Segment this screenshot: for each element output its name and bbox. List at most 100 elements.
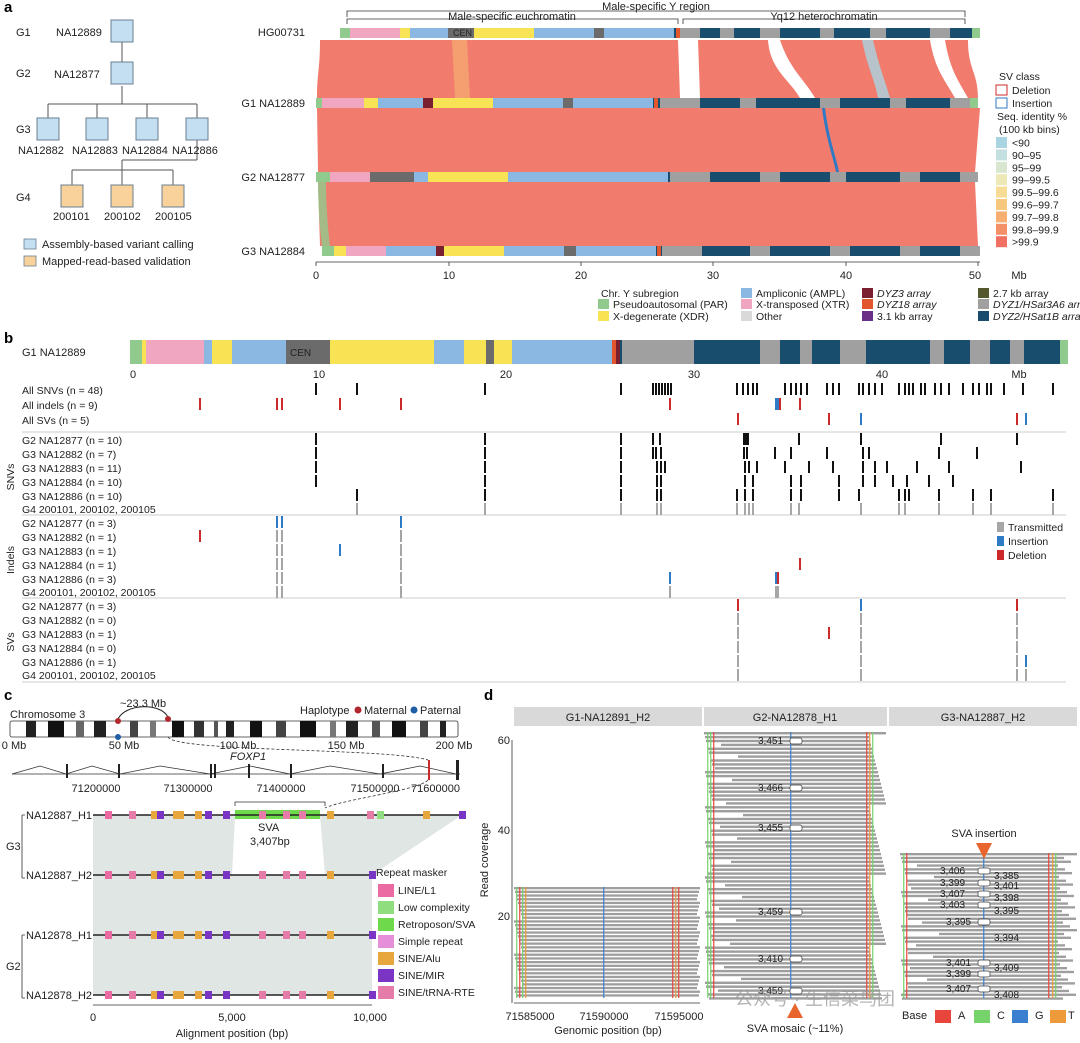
person-box bbox=[85, 117, 109, 141]
group-label: SNVs bbox=[5, 464, 17, 491]
insertion-box bbox=[789, 784, 803, 792]
variant-tick bbox=[660, 489, 662, 501]
insert-size: 3,395 bbox=[994, 906, 1019, 917]
identity-label: 95–99 bbox=[1012, 162, 1041, 174]
insert-size: 3,399 bbox=[940, 878, 965, 889]
subregion-swatch bbox=[598, 311, 609, 321]
variant-tick bbox=[1016, 669, 1018, 681]
repeat-mark bbox=[105, 931, 112, 939]
variant-tick bbox=[743, 447, 745, 459]
variant-tick bbox=[862, 461, 864, 473]
variant-tick bbox=[924, 383, 926, 395]
axis-tick: 40 bbox=[498, 825, 510, 837]
repeat-mark bbox=[369, 991, 376, 999]
axis-tick: 5,000 bbox=[218, 1012, 246, 1024]
variant-tick bbox=[990, 489, 992, 501]
repeat-mark bbox=[299, 931, 306, 939]
sva-mosaic-label: SVA mosaic (~11%) bbox=[747, 1023, 844, 1035]
sample-label: 200101 bbox=[53, 211, 90, 223]
variant-tick bbox=[356, 489, 358, 501]
read-bar bbox=[708, 872, 886, 875]
b-chromosome-track: CEN bbox=[130, 340, 1068, 364]
subregion-swatch bbox=[978, 311, 989, 321]
axis-tick: 20 bbox=[498, 911, 510, 923]
variant-tick bbox=[928, 475, 930, 487]
variant-tick bbox=[281, 586, 283, 598]
variant-tick bbox=[898, 503, 900, 515]
read-bar bbox=[514, 920, 699, 923]
read-bar bbox=[709, 927, 882, 930]
variant-tick bbox=[339, 544, 341, 556]
variant-tick bbox=[276, 398, 278, 410]
variant-tick bbox=[874, 383, 876, 395]
read-bar bbox=[928, 898, 1061, 901]
variant-tick bbox=[746, 447, 748, 459]
row-label: G3 NA12886 (n = 1) bbox=[22, 657, 116, 669]
mismatch-column bbox=[707, 732, 709, 998]
repeat-mark bbox=[423, 811, 430, 819]
variant-tick bbox=[660, 461, 662, 473]
repeat-mark bbox=[129, 931, 136, 939]
variant-tick bbox=[748, 461, 750, 473]
variant-tick bbox=[990, 503, 992, 515]
gen-label: G1 bbox=[16, 27, 31, 39]
variant-tick bbox=[1025, 655, 1027, 667]
track-label: NA12887_H1 bbox=[26, 810, 92, 822]
variant-tick bbox=[908, 383, 910, 395]
insert-size: 3,401 bbox=[946, 958, 971, 969]
row-label: G2 NA12877 (n = 3) bbox=[22, 601, 116, 613]
variant-tick bbox=[658, 383, 660, 395]
sv-class-legend: SV class Deletion Insertion Seq. identit… bbox=[995, 71, 1067, 249]
sample-label: 200105 bbox=[155, 211, 192, 223]
axis-tick: 0 Mb bbox=[2, 740, 26, 752]
read-bar bbox=[516, 961, 700, 964]
b-variant-ticks bbox=[199, 383, 1054, 681]
variant-tick bbox=[1016, 627, 1018, 639]
read-bar bbox=[712, 973, 876, 977]
axis-tick: 0 bbox=[313, 270, 319, 282]
variant-tick bbox=[315, 475, 317, 487]
repeat-mark bbox=[177, 811, 184, 819]
subregion-label: X-transposed (XTR) bbox=[756, 299, 849, 311]
read-bar bbox=[901, 925, 1070, 928]
row-label: G4 200101, 200102, 200105 bbox=[22, 587, 156, 599]
read-bar bbox=[741, 977, 877, 981]
read-bar bbox=[721, 743, 871, 747]
cen-label: CEN bbox=[290, 348, 311, 359]
identity-label: 99.5–99.6 bbox=[1012, 187, 1059, 199]
read-bar bbox=[712, 868, 885, 871]
mismatch-column bbox=[525, 887, 527, 998]
subregion-label: DYZ2/HSat1B array bbox=[993, 311, 1080, 323]
mosaic-arrow bbox=[787, 1003, 803, 1018]
mismatch-column bbox=[678, 887, 680, 998]
subregion-label: Pseudoautosomal (PAR) bbox=[613, 299, 728, 311]
person-box bbox=[161, 184, 185, 208]
gen-label: G4 bbox=[16, 192, 31, 204]
insertion-box bbox=[977, 867, 991, 875]
variant-tick bbox=[737, 641, 739, 653]
variant-tick bbox=[736, 503, 738, 515]
variant-tick bbox=[940, 383, 942, 395]
read-bar bbox=[704, 732, 886, 735]
variant-tick bbox=[940, 433, 942, 445]
row-label: G3 NA12884 (n = 1) bbox=[22, 560, 116, 572]
person-box bbox=[110, 19, 134, 43]
variant-tick bbox=[737, 655, 739, 667]
read-bar bbox=[521, 946, 700, 949]
variant-tick bbox=[798, 433, 800, 445]
axis-label: Alignment position (bp) bbox=[176, 1028, 289, 1040]
track-label: G1 NA12889 bbox=[241, 98, 305, 110]
y-tracks: HG00731 G1 NA12889 G2 NA12877 G3 NA12884 bbox=[241, 27, 980, 258]
mismatch-column bbox=[1055, 853, 1057, 998]
variant-tick bbox=[860, 433, 862, 445]
variant-tick bbox=[828, 627, 830, 639]
variant-tick bbox=[281, 516, 283, 528]
read-bar bbox=[908, 917, 1076, 920]
track-label: NA12887_H2 bbox=[26, 870, 92, 882]
facet-header: G2-NA12878_H1 bbox=[753, 712, 837, 724]
axis-unit: Mb bbox=[1011, 270, 1026, 282]
variant-tick bbox=[862, 475, 864, 487]
insert-size: 3,466 bbox=[758, 783, 783, 794]
read-bar bbox=[706, 810, 870, 813]
variant-tick bbox=[1003, 383, 1005, 395]
